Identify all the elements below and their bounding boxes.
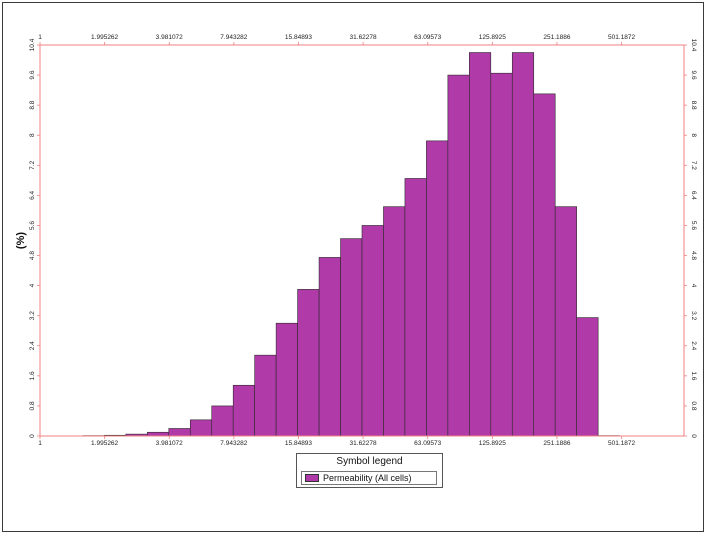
x-tick-label-bottom-1: 1.995262 — [91, 440, 118, 447]
bar-10 — [297, 289, 320, 437]
y-tick-label-right-6: 4.8 — [690, 251, 697, 260]
y-tick-label-left-4: 3.2 — [29, 311, 36, 320]
legend-swatch — [305, 474, 319, 482]
bar-16 — [426, 140, 449, 437]
bar-18 — [469, 52, 492, 437]
y-tick-label-right-0: 0 — [690, 434, 697, 438]
bar-15 — [404, 178, 427, 437]
x-tick-label-bottom-3: 7.943282 — [220, 440, 247, 447]
y-tick-label-left-11: 8.8 — [29, 100, 36, 109]
bar-14 — [383, 206, 406, 437]
x-tick-label-top-1: 1.995262 — [91, 34, 118, 41]
y-tick-label-right-9: 7.2 — [690, 161, 697, 170]
x-tick-label-bottom-7: 125.8925 — [479, 440, 506, 447]
bar-8 — [254, 354, 277, 437]
legend: Symbol legend Permeability (All cells) — [296, 453, 443, 488]
y-tick-label-left-10: 8 — [29, 133, 36, 137]
x-tick-label-top-6: 63.09573 — [414, 34, 441, 41]
x-tick-label-bottom-8: 251.1886 — [543, 440, 570, 447]
y-tick-label-right-11: 8.8 — [690, 101, 697, 110]
x-tick-label-top-7: 125.8925 — [479, 34, 506, 41]
x-tick-label-top-5: 31.62278 — [350, 34, 377, 41]
bar-20 — [511, 52, 535, 437]
y-tick-label-right-7: 5.6 — [690, 221, 697, 230]
bar-3 — [147, 431, 170, 437]
y-axis-label: (%) — [15, 232, 27, 249]
x-tick-label-top-0: 1 — [38, 34, 42, 41]
y-tick-label-left-12: 9.6 — [29, 70, 36, 79]
bar-5 — [189, 419, 213, 437]
y-tick-label-right-3: 2.4 — [690, 341, 697, 350]
y-tick-label-right-5: 4 — [690, 284, 697, 288]
x-tick-label-bottom-4: 15.84893 — [285, 440, 312, 447]
x-tick-label-bottom-5: 31.62278 — [350, 440, 377, 447]
y-tick-label-left-2: 1.6 — [29, 371, 36, 380]
y-tick-label-right-4: 3.2 — [690, 311, 697, 320]
bar-11 — [318, 257, 341, 437]
y-tick-label-right-8: 6.4 — [690, 191, 697, 200]
y-tick-label-left-13: 10.4 — [29, 38, 36, 51]
bar-7 — [232, 384, 255, 437]
y-tick-label-right-12: 9.6 — [690, 71, 697, 80]
y-tick-label-left-1: 0.8 — [29, 401, 36, 410]
bar-23 — [576, 317, 599, 437]
y-tick-label-right-1: 0.8 — [690, 401, 697, 410]
x-tick-label-bottom-9: 501.1872 — [608, 440, 635, 447]
y-tick-label-right-10: 8 — [690, 133, 697, 137]
y-tick-label-left-3: 2.4 — [29, 341, 36, 350]
y-tick-label-left-7: 5.6 — [29, 221, 36, 230]
bar-12 — [340, 238, 363, 437]
bar-6 — [211, 405, 234, 437]
y-tick-label-left-5: 4 — [29, 283, 36, 287]
x-tick-label-top-9: 501.1872 — [608, 34, 635, 41]
bar-13 — [361, 225, 384, 437]
x-tick-label-bottom-0: 1 — [38, 440, 42, 447]
bars-layer — [82, 52, 620, 437]
x-tick-label-bottom-2: 3.981072 — [156, 440, 183, 447]
ticks-layer: 1 1 1.995262 1.995262 3.981072 3.981072 7.9432… — [29, 34, 697, 447]
x-tick-label-top-2: 3.981072 — [156, 34, 183, 41]
y-tick-label-right-13: 10.4 — [690, 39, 697, 52]
y-tick-label-left-9: 7.2 — [29, 160, 36, 169]
y-tick-label-right-2: 1.6 — [690, 371, 697, 380]
legend-label: Permeability (All cells) — [323, 473, 412, 483]
y-tick-label-left-8: 6.4 — [29, 190, 36, 199]
x-tick-label-top-4: 15.84893 — [285, 34, 312, 41]
plot-frame — [39, 44, 685, 437]
y-tick-label-left-6: 4.8 — [29, 251, 36, 260]
x-tick-label-top-3: 7.943282 — [220, 34, 247, 41]
bar-4 — [168, 428, 191, 437]
bar-22 — [554, 206, 577, 437]
bar-21 — [533, 93, 556, 437]
legend-title: Symbol legend — [336, 456, 403, 467]
x-tick-label-top-8: 251.1886 — [543, 34, 570, 41]
bar-17 — [447, 74, 470, 437]
bar-19 — [490, 72, 513, 437]
y-tick-label-left-0: 0 — [29, 434, 36, 438]
legend-item: Permeability (All cells) — [301, 471, 437, 485]
x-tick-label-bottom-6: 63.09573 — [414, 440, 441, 447]
bar-9 — [275, 322, 298, 437]
